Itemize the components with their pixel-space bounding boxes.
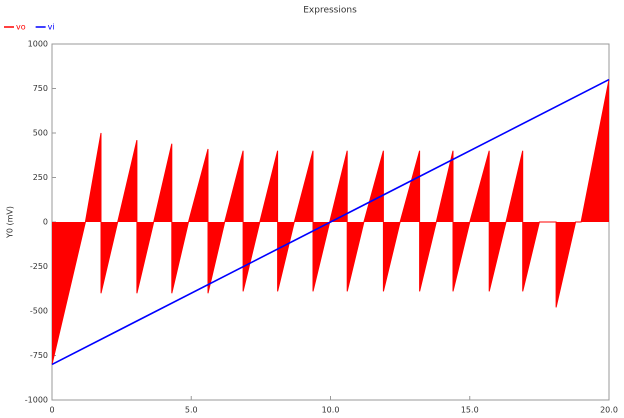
y-tick-label: -500 <box>30 307 48 316</box>
x-tick-label: 0 <box>49 406 54 415</box>
y-tick-label: 250 <box>33 173 48 182</box>
y-tick-label: -250 <box>30 262 48 271</box>
line <box>51 78 610 366</box>
y-axis-label: Y0 (mV) <box>6 206 15 239</box>
chart-title: Expressions <box>303 6 357 16</box>
x-tick-label: 15.0 <box>461 406 479 415</box>
y-tick-label: 750 <box>33 84 48 93</box>
line <box>51 79 610 365</box>
y-tick-label: -1000 <box>25 396 48 405</box>
legend-label: vi <box>48 23 55 32</box>
x-tick-label: 10.0 <box>322 406 340 415</box>
legend-label: vo <box>16 23 26 32</box>
y-tick-label: 1000 <box>28 40 48 49</box>
x-tick-label: 20.0 <box>600 406 618 415</box>
y-tick-label: -750 <box>30 351 48 360</box>
y-tick-label: 0 <box>43 218 48 227</box>
y-tick-label: 500 <box>33 129 48 138</box>
x-tick-label: 5.0 <box>185 406 198 415</box>
